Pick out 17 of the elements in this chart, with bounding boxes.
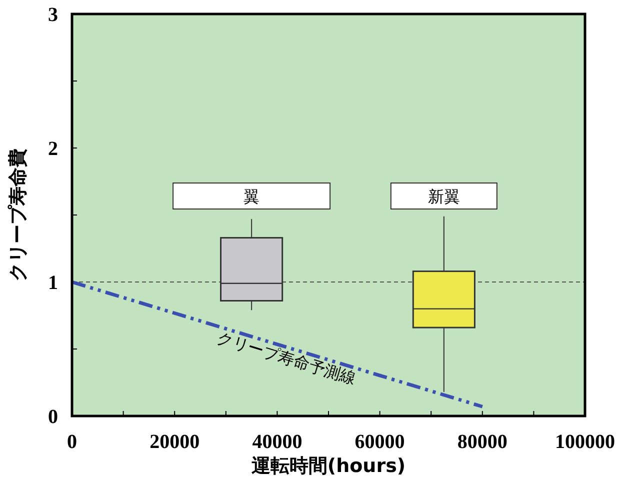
annotation: 翼 [244,187,260,206]
x-tick-label: 0 [67,431,77,453]
y-tick-label: 3 [48,4,58,26]
annotation: 新翼 [428,187,460,206]
x-axis-title: 運転時間(hours) [250,455,406,477]
y-tick-label: 1 [48,272,58,294]
label-box: 翼 [172,182,331,210]
x-tick-label: 100000 [555,431,615,453]
x-tick-label: 60000 [354,431,405,453]
x-tick-label: 80000 [457,431,508,453]
annotation: クリープ寿命予測線 [214,328,358,388]
x-tick-label: 20000 [150,431,200,453]
y-axis-title: クリープ寿命費 [7,148,29,282]
y-tick-label: 2 [48,138,58,160]
y-tick-label: 0 [48,406,58,428]
x-tick-label: 40000 [252,431,302,453]
label-box: 新翼 [390,182,498,210]
